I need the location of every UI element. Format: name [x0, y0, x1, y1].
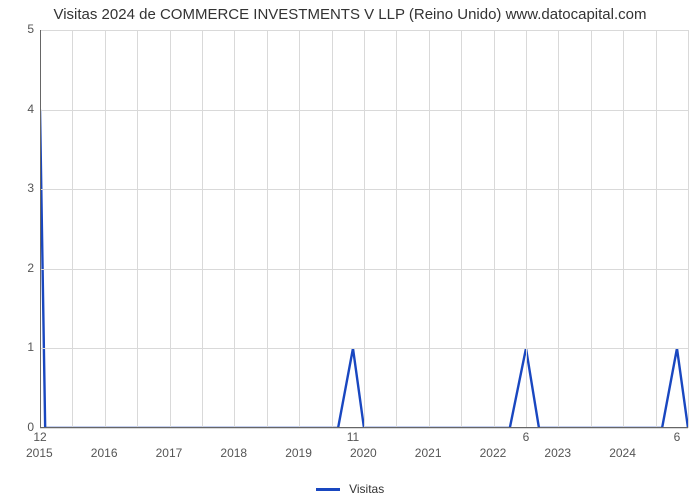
gridline-vertical	[526, 30, 527, 428]
legend-swatch	[316, 488, 340, 491]
x-tick-label: 2024	[609, 446, 636, 460]
gridline-vertical	[461, 30, 462, 428]
y-tick-label: 1	[27, 340, 34, 354]
x-tick-label: 2021	[415, 446, 442, 460]
gridline-vertical	[234, 30, 235, 428]
gridline-vertical	[656, 30, 657, 428]
y-tick-label: 3	[27, 181, 34, 195]
x-tick-label: 2019	[285, 446, 312, 460]
gridline-vertical	[137, 30, 138, 428]
gridline-vertical	[299, 30, 300, 428]
gridline-horizontal	[40, 30, 688, 31]
plot-area	[40, 30, 688, 428]
chart-title: Visitas 2024 de COMMERCE INVESTMENTS V L…	[0, 6, 700, 23]
gridline-horizontal	[40, 348, 688, 349]
data-annotation: 6	[674, 430, 681, 444]
gridline-vertical	[623, 30, 624, 428]
x-tick-label: 2015	[26, 446, 53, 460]
x-tick-label: 2016	[91, 446, 118, 460]
gridline-vertical	[558, 30, 559, 428]
gridline-horizontal	[40, 110, 688, 111]
gridline-horizontal	[40, 189, 688, 190]
gridline-vertical	[364, 30, 365, 428]
visits-chart: Visitas 2024 de COMMERCE INVESTMENTS V L…	[0, 0, 700, 500]
y-tick-label: 4	[27, 102, 34, 116]
gridline-vertical	[429, 30, 430, 428]
y-tick-label: 5	[27, 22, 34, 36]
gridline-vertical	[170, 30, 171, 428]
gridline-vertical	[332, 30, 333, 428]
legend-label: Visitas	[349, 482, 384, 496]
y-axis-line	[40, 30, 41, 428]
gridline-horizontal	[40, 428, 688, 429]
x-tick-label: 2022	[480, 446, 507, 460]
chart-legend: Visitas	[0, 482, 700, 496]
gridline-vertical	[396, 30, 397, 428]
gridline-vertical	[72, 30, 73, 428]
gridline-vertical	[688, 30, 689, 428]
data-annotation: 6	[523, 430, 530, 444]
gridline-vertical	[202, 30, 203, 428]
x-axis-line	[40, 427, 688, 428]
gridline-horizontal	[40, 269, 688, 270]
data-annotation: 11	[347, 430, 359, 444]
y-tick-label: 2	[27, 261, 34, 275]
gridline-vertical	[267, 30, 268, 428]
gridline-vertical	[105, 30, 106, 428]
x-tick-label: 2017	[156, 446, 183, 460]
x-tick-label: 2023	[544, 446, 571, 460]
gridline-vertical	[591, 30, 592, 428]
x-tick-label: 2018	[220, 446, 247, 460]
data-annotation: 12	[33, 430, 46, 444]
gridline-vertical	[494, 30, 495, 428]
x-tick-label: 2020	[350, 446, 377, 460]
